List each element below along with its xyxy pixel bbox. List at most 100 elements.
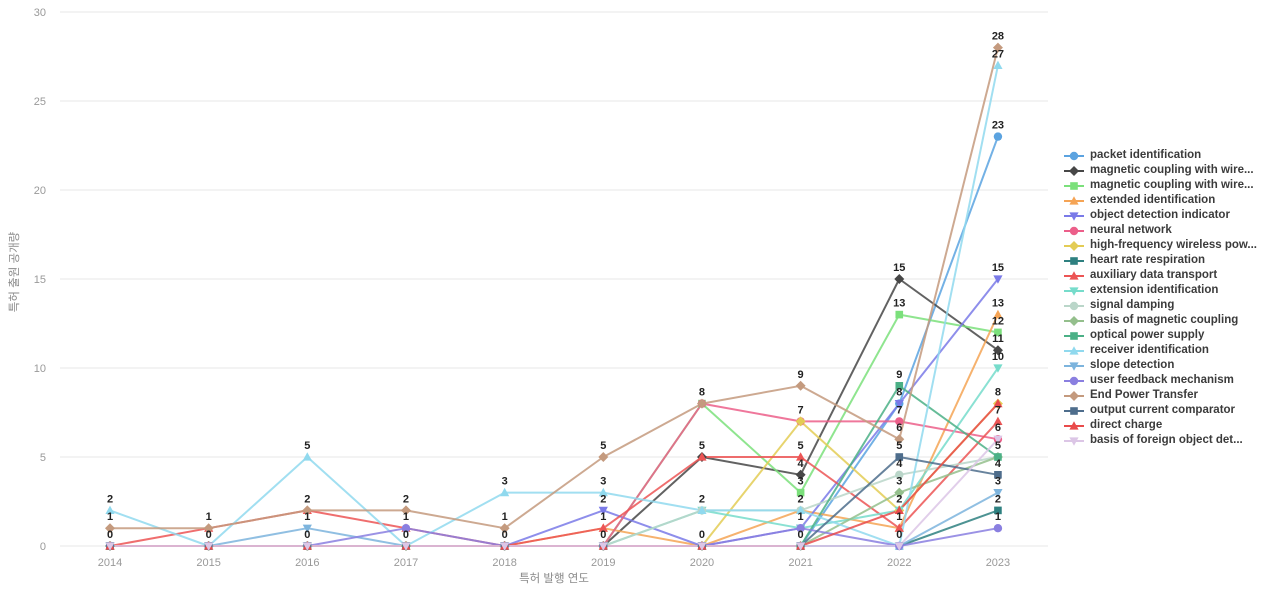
point-label: 5 — [304, 440, 310, 452]
legend-item-18[interactable]: direct charge — [1063, 418, 1257, 433]
data-point-marker — [993, 309, 1003, 319]
data-point-marker — [1070, 181, 1078, 190]
legend-marker-icon — [1064, 181, 1084, 190]
series-1 — [109, 278, 999, 547]
data-point-marker — [1069, 226, 1079, 235]
data-point-marker — [598, 506, 608, 516]
data-point-marker — [1069, 286, 1079, 296]
point-label: 2 — [995, 493, 1001, 505]
legend-marker-icon — [1064, 211, 1084, 221]
point-label: 5 — [798, 440, 804, 452]
data-point-marker — [796, 488, 805, 497]
data-point-marker — [598, 487, 608, 497]
series-markers — [105, 309, 1003, 550]
series-16 — [109, 46, 999, 530]
point-label: 2 — [600, 493, 606, 505]
data-point-marker — [204, 542, 214, 551]
data-point-marker — [1069, 165, 1079, 176]
y-tick-20: 20 — [34, 185, 46, 197]
data-point-marker — [895, 470, 904, 479]
point-label: 23 — [992, 120, 1004, 132]
legend-item-17[interactable]: output current comparator — [1063, 403, 1257, 418]
data-point-marker — [796, 505, 806, 514]
point-label: 15 — [992, 262, 1004, 274]
point-label: 10 — [992, 351, 1004, 363]
x-axis-title: 특허 발행 연도 — [519, 572, 589, 585]
data-point-marker — [993, 398, 1003, 408]
data-point-marker — [1070, 256, 1078, 265]
data-point-marker — [400, 505, 411, 516]
legend-label: slope detection — [1090, 359, 1175, 371]
legend-marker-icon — [1064, 331, 1084, 340]
x-tick-2019: 2019 — [591, 557, 615, 569]
x-tick-2014: 2014 — [98, 557, 122, 569]
data-point-marker — [994, 453, 1002, 461]
data-point-marker — [894, 487, 905, 498]
point-label: 0 — [107, 529, 113, 541]
legend-item-10[interactable]: signal damping — [1063, 298, 1257, 313]
legend-item-7[interactable]: heart rate respiration — [1063, 253, 1257, 268]
x-tick-2021: 2021 — [788, 557, 812, 569]
data-point-marker — [302, 524, 312, 533]
legend-item-5[interactable]: neural network — [1063, 223, 1257, 238]
legend-item-8[interactable]: auxiliary data transport — [1063, 268, 1257, 283]
legend-item-19[interactable]: basis of foreign object det... — [1063, 433, 1257, 448]
series-6 — [109, 402, 999, 547]
point-label: 1 — [502, 511, 508, 523]
y-tick-15: 15 — [34, 274, 46, 286]
point-label: 2 — [896, 493, 902, 505]
legend-label: high-frequency wireless pow... — [1090, 239, 1257, 251]
legend-item-0[interactable]: packet identification — [1063, 148, 1257, 163]
data-point-marker — [796, 524, 805, 533]
legend-marker-icon — [1064, 270, 1084, 280]
data-point-marker — [105, 505, 115, 514]
x-tick-2016: 2016 — [295, 557, 319, 569]
legend-item-6[interactable]: high-frequency wireless pow... — [1063, 238, 1257, 253]
series-4 — [109, 278, 999, 547]
legend-item-4[interactable]: object detection indicator — [1063, 208, 1257, 223]
data-point-marker — [1070, 331, 1078, 340]
legend-item-15[interactable]: user feedback mechanism — [1063, 373, 1257, 388]
data-point-marker — [993, 435, 1003, 444]
data-point-marker — [697, 452, 707, 461]
legend-item-11[interactable]: basis of magnetic coupling — [1063, 313, 1257, 328]
legend-label: heart rate respiration — [1090, 254, 1206, 266]
point-label: 0 — [699, 529, 705, 541]
data-point-marker — [895, 382, 904, 390]
legend-label: basis of foreign object det... — [1090, 434, 1243, 446]
data-point-marker — [1069, 315, 1079, 326]
point-label: 5 — [600, 440, 606, 452]
data-point-marker — [1069, 436, 1079, 446]
legend-marker-icon — [1064, 301, 1084, 310]
legend-marker-icon — [1064, 151, 1084, 160]
data-point-marker — [1069, 301, 1079, 310]
legend-item-3[interactable]: extended identification — [1063, 193, 1257, 208]
point-label: 8 — [896, 387, 902, 399]
x-tick-2023: 2023 — [986, 557, 1010, 569]
y-tick-10: 10 — [34, 363, 46, 375]
legend-item-1[interactable]: magnetic coupling with wire... — [1063, 163, 1257, 178]
legend-marker-icon — [1064, 240, 1084, 251]
data-point-marker — [1069, 195, 1079, 205]
point-label: 3 — [995, 476, 1001, 488]
series-markers — [106, 310, 1002, 550]
legend-item-16[interactable]: End Power Transfer — [1063, 388, 1257, 403]
data-point-marker — [500, 487, 510, 497]
series-18 — [109, 402, 999, 547]
point-label: 3 — [896, 476, 902, 488]
point-label: 8 — [699, 387, 705, 399]
legend-item-14[interactable]: slope detection — [1063, 358, 1257, 373]
point-label: 5 — [995, 440, 1001, 452]
legend-item-12[interactable]: optical power supply — [1063, 328, 1257, 343]
legend-item-13[interactable]: receiver identification — [1063, 343, 1257, 358]
data-point-marker — [500, 542, 510, 551]
legend-item-2[interactable]: magnetic coupling with wire... — [1063, 178, 1257, 193]
data-point-marker — [401, 524, 411, 533]
legend-marker-icon — [1064, 376, 1084, 385]
y-axis-title: 특허 출원 공개량 — [7, 231, 21, 312]
data-point-marker — [992, 42, 1003, 53]
legend-label: extended identification — [1090, 194, 1216, 206]
legend-item-9[interactable]: extension identification — [1063, 283, 1257, 298]
